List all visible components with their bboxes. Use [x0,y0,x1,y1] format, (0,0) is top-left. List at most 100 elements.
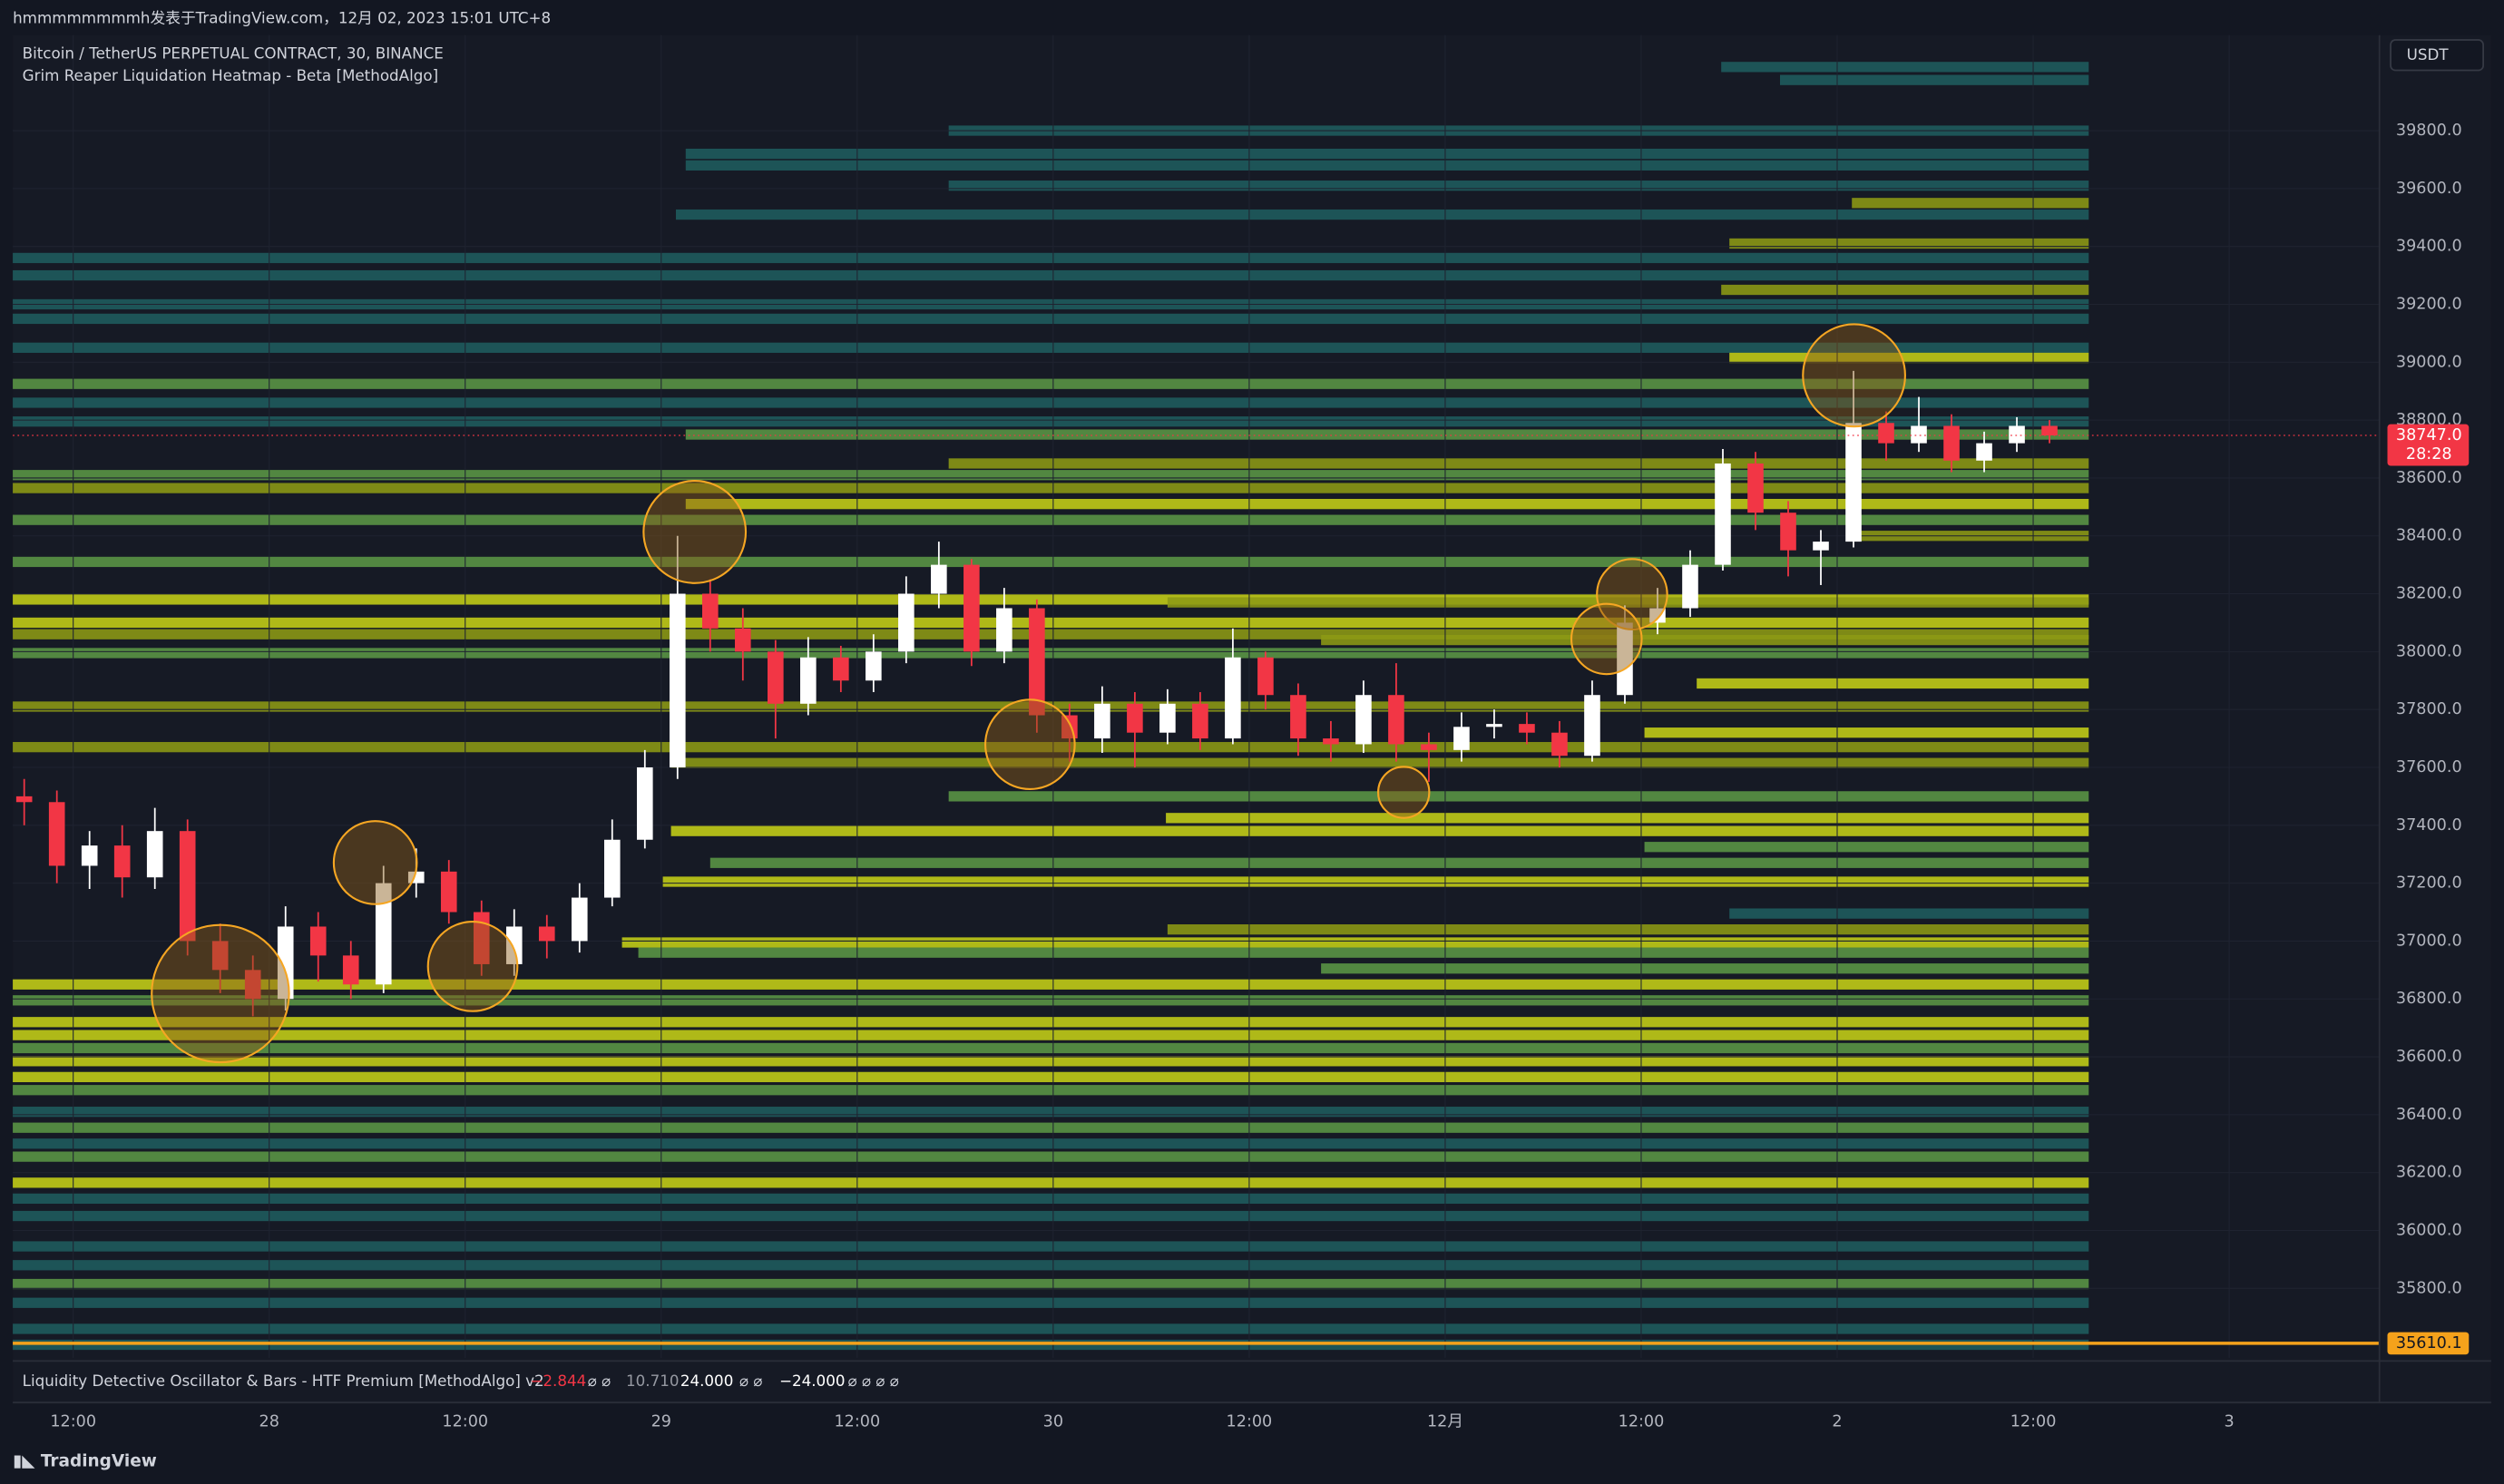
heatmap-level [13,1122,2089,1133]
highlight [1596,558,1668,630]
candle-body [1682,564,1698,609]
heatmap-level [13,1151,2089,1162]
candle-body [2009,425,2025,444]
candle-body [636,766,653,840]
x-tick-label: 30 [1043,1412,1063,1430]
indicator-value: ⌀ ⌀ [588,1372,611,1390]
y-tick-label: 36200.0 [2396,1164,2462,1182]
publish-note: hmmmmmmmmh发表于TradingView.com，12月 02, 202… [13,9,551,27]
candle-body [833,657,849,681]
x-tick-label: 12月 [1427,1412,1463,1430]
heatmap-level [13,1193,2089,1205]
heatmap-level [13,1241,2089,1252]
heatmap-level [621,937,2089,948]
x-tick-label: 12:00 [1619,1412,1665,1430]
overlays: 35800.0 36000.0 36200.0 36400.0 36600.0 36800… [13,122,2470,1430]
candles [15,370,2058,1017]
heatmap-level [13,342,2089,353]
heatmap-level [948,791,2089,802]
indicator-value: 24.000 [680,1372,733,1390]
heatmap-level [13,1297,2089,1308]
indicator-value: 10.710 [626,1372,679,1390]
candle-body [1323,738,1339,745]
candle-body [1584,695,1600,757]
currency[interactable]: USDT [2407,45,2450,63]
heatmap-level [13,1056,2089,1067]
candle-body [1127,703,1143,733]
heatmap-level [13,1278,2089,1290]
heatmap-level [13,313,2089,325]
y-tick-label: 38200.0 [2396,585,2462,603]
heatmap-level [662,876,2089,887]
candle-body [1943,425,1960,461]
highlight [426,921,519,1012]
heatmap-level [1729,352,2089,364]
indicator-value: ⌀ ⌀ [739,1372,762,1390]
heatmap-level [685,160,2089,171]
heatmap-level [1729,238,2089,249]
heatmap-level [1721,62,2089,73]
candle-body [963,564,980,652]
currency-button[interactable] [2390,39,2484,72]
heatmap-level [13,1071,2089,1083]
heatmap-level [13,514,2089,525]
heatmap-level [685,498,2089,510]
logo: ▮◣ [13,1451,41,1470]
heatmap-level [685,148,2089,160]
x-tick-label: 28 [259,1412,279,1430]
heatmap-level [670,825,2089,836]
x-tick-label: 2 [1832,1412,1842,1430]
y-tick-label: 38600.0 [2396,469,2462,487]
candle-body [898,593,915,652]
heatmap-level [13,995,2089,1006]
candle-body [113,845,131,878]
candle-body [244,970,261,1000]
y-tick-label: 36600.0 [2396,1048,2462,1066]
candle-body [702,593,719,629]
candle-body [1355,695,1372,745]
indicator-value: ⌀ ⌀ ⌀ ⌀ [848,1372,899,1390]
y-tick-label: 36000.0 [2396,1221,2462,1239]
heatmap-level [13,416,2089,427]
candle-body [603,839,621,898]
x-tick-label: 12:00 [442,1412,488,1430]
heatmap-level [1779,74,2089,85]
y-tick-label: 38000.0 [2396,642,2462,660]
candle-body [1290,695,1306,739]
y-tick-label: 37200.0 [2396,874,2462,893]
y-tick-label: 39400.0 [2396,238,2462,256]
y-tick-label: 36400.0 [2396,1106,2462,1124]
candle-body [1551,732,1568,757]
y-tick-label: 39000.0 [2396,353,2462,371]
y-tick-label: 37800.0 [2396,700,2462,718]
candle-body [1911,425,1927,444]
candle-body [571,897,588,942]
heatmap-level [676,209,2089,220]
candle-body [81,845,98,866]
x-tick-label: 3 [2224,1412,2234,1430]
heatmap-level [13,483,2089,493]
heatmap-level [13,1107,2089,1118]
candle-body [1421,744,1437,750]
x-tick-label: 12:00 [834,1412,880,1430]
heatmap-level [1729,908,2089,919]
heatmap-level [13,742,2089,753]
candle-body [1225,657,1241,739]
heatmap-level [13,629,2089,639]
highlight-circles [151,323,1906,1064]
candle-body [1486,724,1502,727]
x-tick-label: 29 [651,1412,671,1430]
candle-body [440,871,457,913]
heatmap-level [13,252,2089,264]
candle-body [1159,703,1176,733]
heatmap-level [948,181,2089,191]
heatmap-level [1167,924,2089,935]
candle-body [505,926,523,964]
y-tick-label: 39800.0 [2396,122,2462,140]
candle-body [211,941,229,971]
heatmap-level [13,1030,2089,1040]
highlight [1377,766,1431,819]
indicator-name: Liquidity Detective Oscillator & Bars - … [23,1372,544,1390]
heatmap-level [13,1085,2089,1096]
